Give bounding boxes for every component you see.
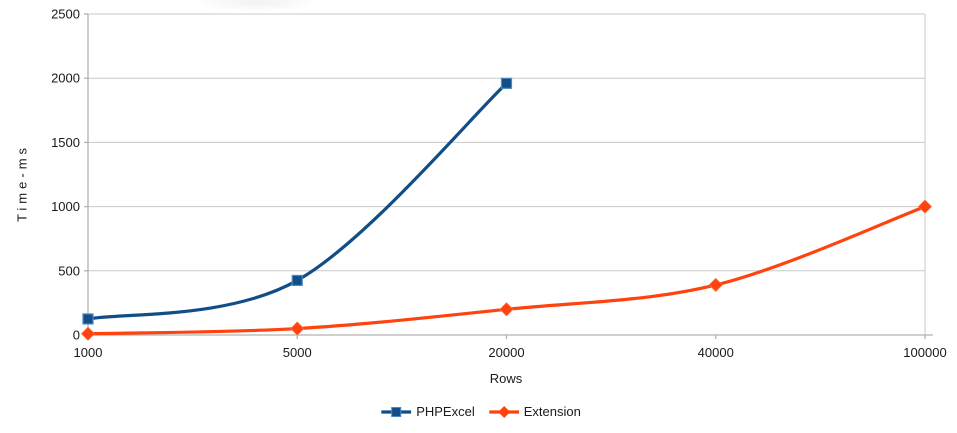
x-tick-label-40000: 40000 — [698, 345, 734, 360]
x-tick-label-100000: 100000 — [903, 345, 946, 360]
data-point-extension-0 — [80, 326, 96, 341]
x-tick-label-20000: 20000 — [488, 345, 524, 360]
data-point-phpexcel-0 — [82, 313, 94, 325]
legend: PHPExcel Extension — [381, 404, 581, 419]
legend-item-extension: Extension — [488, 404, 581, 419]
data-point-extension-1 — [290, 321, 305, 336]
y-tick-label-500: 500 — [58, 263, 80, 278]
data-point-extension-4 — [917, 199, 933, 214]
extension-line-marker-icon — [488, 405, 519, 418]
data-point-phpexcel-2 — [500, 77, 513, 89]
x-tick-label-5000: 5000 — [283, 345, 312, 360]
y-tick-label-1000: 1000 — [51, 199, 80, 214]
y-tick-label-0: 0 — [73, 328, 80, 343]
legend-item-phpexcel: PHPExcel — [381, 404, 475, 419]
x-tick-label-1000: 1000 — [74, 345, 103, 360]
phpexcel-line-marker-icon — [381, 406, 412, 417]
y-axis-title: Time-ms — [14, 143, 30, 223]
legend-label-phpexcel: PHPExcel — [416, 404, 475, 419]
legend-label-extension: Extension — [523, 404, 581, 419]
y-tick-label-2000: 2000 — [51, 71, 80, 86]
data-point-extension-3 — [708, 277, 723, 292]
series-line-phpexcel — [86, 81, 509, 321]
data-point-extension-2 — [499, 302, 514, 317]
y-tick-label-2500: 2500 — [51, 7, 80, 22]
y-tick-label-1500: 1500 — [51, 135, 80, 150]
data-point-phpexcel-1 — [291, 274, 303, 287]
x-axis-title: Rows — [489, 371, 523, 386]
